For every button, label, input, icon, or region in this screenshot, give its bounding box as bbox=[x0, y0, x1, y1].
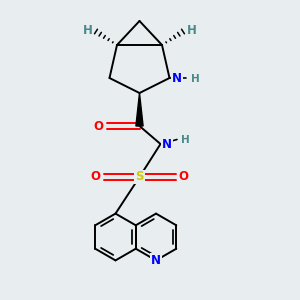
Text: H: H bbox=[191, 74, 200, 85]
Text: H: H bbox=[181, 135, 190, 146]
Text: O: O bbox=[91, 170, 100, 184]
Text: O: O bbox=[178, 170, 188, 184]
Text: N: N bbox=[162, 137, 172, 151]
Text: N: N bbox=[172, 71, 182, 85]
Text: N: N bbox=[151, 254, 161, 267]
Text: H: H bbox=[187, 23, 196, 37]
Text: H: H bbox=[82, 23, 92, 37]
Text: S: S bbox=[135, 170, 144, 184]
Polygon shape bbox=[136, 93, 143, 126]
Text: O: O bbox=[94, 119, 103, 133]
